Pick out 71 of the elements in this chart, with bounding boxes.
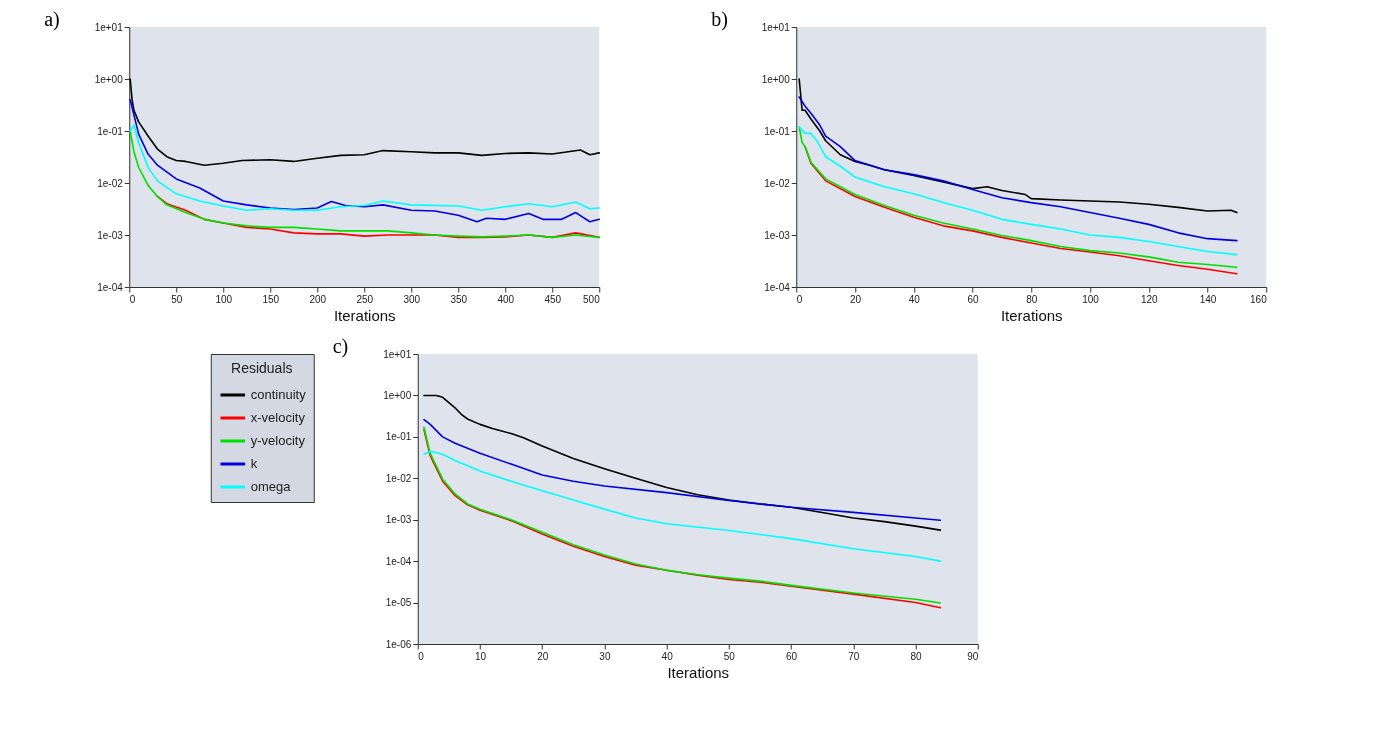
chart-title: a) xyxy=(44,8,60,31)
y-tick-label: 1e-01 xyxy=(97,125,124,137)
y-tick-label: 1e-01 xyxy=(385,431,412,443)
chart-title: c) xyxy=(332,335,349,358)
line-series xyxy=(129,130,601,239)
line-series xyxy=(129,78,601,166)
line-series xyxy=(129,98,601,223)
x-axis-title: Iterations xyxy=(1000,306,1063,324)
legend-label: continuity xyxy=(250,387,307,402)
x-tick-label: 30 xyxy=(599,650,611,662)
y-tick-label: 1e-03 xyxy=(764,229,791,241)
x-tick-label: 350 xyxy=(450,293,468,305)
x-tick-label: 50 xyxy=(171,293,183,305)
y-tick-label: 1e-01 xyxy=(764,125,791,137)
x-tick-label: 60 xyxy=(786,650,798,662)
x-tick-label: 80 xyxy=(910,650,923,662)
line-series xyxy=(129,124,601,211)
x-tick-label: 50 xyxy=(723,650,736,662)
y-tick-label: 1e-02 xyxy=(764,177,791,189)
y-tick-label: 1e+01 xyxy=(761,21,791,33)
legend-label: omega xyxy=(250,479,292,494)
y-tick-label: 1e+01 xyxy=(94,21,124,33)
y-tick-label: 1e-06 xyxy=(385,638,412,650)
x-tick-label: 500 xyxy=(583,293,601,305)
x-tick-label: 20 xyxy=(537,650,549,662)
x-tick-label: 150 xyxy=(262,293,280,305)
x-tick-label: 10 xyxy=(474,650,487,662)
x-tick-label: 70 xyxy=(848,650,860,662)
legend-label: k xyxy=(250,456,258,471)
line-series xyxy=(423,418,942,522)
x-tick-label: 90 xyxy=(967,650,979,662)
y-tick-label: 1e-03 xyxy=(97,229,124,241)
y-tick-label: 1e+00 xyxy=(94,73,124,85)
x-tick-label: 140 xyxy=(1199,293,1217,305)
x-tick-label: 0 xyxy=(796,293,803,305)
line-series xyxy=(423,450,942,562)
x-tick-label: 160 xyxy=(1250,293,1268,305)
x-tick-label: 40 xyxy=(661,650,674,662)
x-tick-label: 40 xyxy=(908,293,921,305)
x-tick-label: 200 xyxy=(309,293,327,305)
x-tick-label: 60 xyxy=(967,293,979,305)
y-tick-label: 1e-03 xyxy=(385,514,412,526)
y-tick-label: 1e-05 xyxy=(385,597,412,609)
y-tick-label: 1e-04 xyxy=(385,555,412,567)
x-tick-label: 0 xyxy=(418,650,425,662)
y-tick-label: 1e+01 xyxy=(383,348,412,360)
x-tick-label: 20 xyxy=(849,293,862,305)
line-series xyxy=(798,78,1238,214)
x-tick-label: 100 xyxy=(215,293,233,305)
legend-label: x-velocity xyxy=(250,410,306,425)
x-tick-label: 300 xyxy=(403,293,421,305)
x-tick-label: 80 xyxy=(1026,293,1038,305)
y-tick-label: 1e-04 xyxy=(97,281,124,293)
chart-title: b) xyxy=(711,8,728,31)
y-tick-label: 1e+00 xyxy=(761,73,791,85)
y-tick-label: 1e-02 xyxy=(385,472,412,484)
x-tick-label: 250 xyxy=(356,293,374,305)
legend-title: Residuals xyxy=(231,360,293,376)
line-series xyxy=(798,96,1238,242)
y-tick-label: 1e-02 xyxy=(97,177,124,189)
x-tick-label: 120 xyxy=(1140,293,1159,305)
x-tick-label: 100 xyxy=(1082,293,1100,305)
legend-label: y-velocity xyxy=(250,433,306,448)
x-tick-label: 450 xyxy=(544,293,562,305)
y-tick-label: 1e-04 xyxy=(764,281,791,293)
y-tick-label: 1e+00 xyxy=(383,389,412,401)
x-axis-title: Iterations xyxy=(333,306,396,324)
x-axis-title: Iterations xyxy=(667,663,730,681)
line-series xyxy=(423,394,942,531)
x-tick-label: 400 xyxy=(497,293,515,305)
x-tick-label: 0 xyxy=(129,293,136,305)
